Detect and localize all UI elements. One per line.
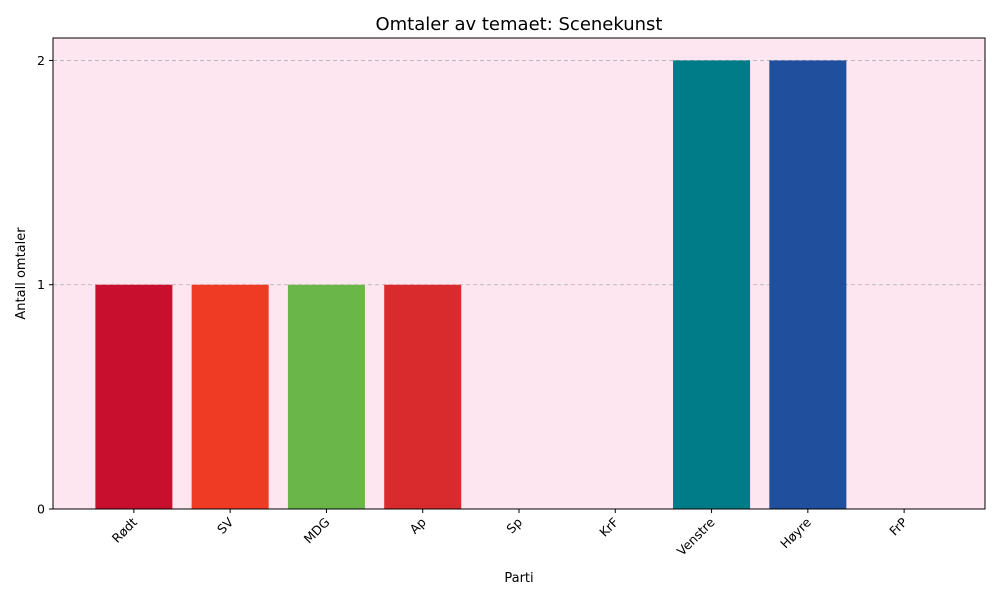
bar-venstre [673, 60, 751, 510]
bar-mdg [287, 284, 365, 509]
bars [95, 60, 847, 510]
y-tick-label: 1 [37, 277, 45, 292]
x-tick-label: FrP [886, 514, 910, 538]
bar-høyre [769, 60, 847, 510]
y-ticks: 0 1 2 [37, 53, 53, 517]
x-tick-label: Rødt [109, 514, 140, 545]
y-tick-label: 0 [37, 502, 45, 517]
x-tick-label: SV [214, 514, 237, 537]
bar-sv [191, 284, 269, 509]
x-tick-label: Sp [503, 514, 525, 536]
x-ticks: Rødt SV MDG Ap Sp KrF Venstre Høyre FrP [109, 509, 911, 558]
x-tick-label: Ap [407, 514, 429, 536]
y-tick-label: 2 [37, 53, 45, 68]
x-tick-label: KrF [596, 515, 621, 540]
x-tick-label: Høyre [777, 514, 814, 551]
x-axis-label: Parti [504, 571, 533, 586]
y-axis-label: Antall omtaler [14, 227, 29, 320]
x-tick-label: Venstre [674, 514, 718, 558]
x-tick-label: MDG [301, 515, 333, 547]
chart-title: Omtaler av temaet: Scenekunst [375, 14, 662, 35]
bar-ap [384, 284, 462, 509]
bar-rødt [95, 284, 173, 509]
